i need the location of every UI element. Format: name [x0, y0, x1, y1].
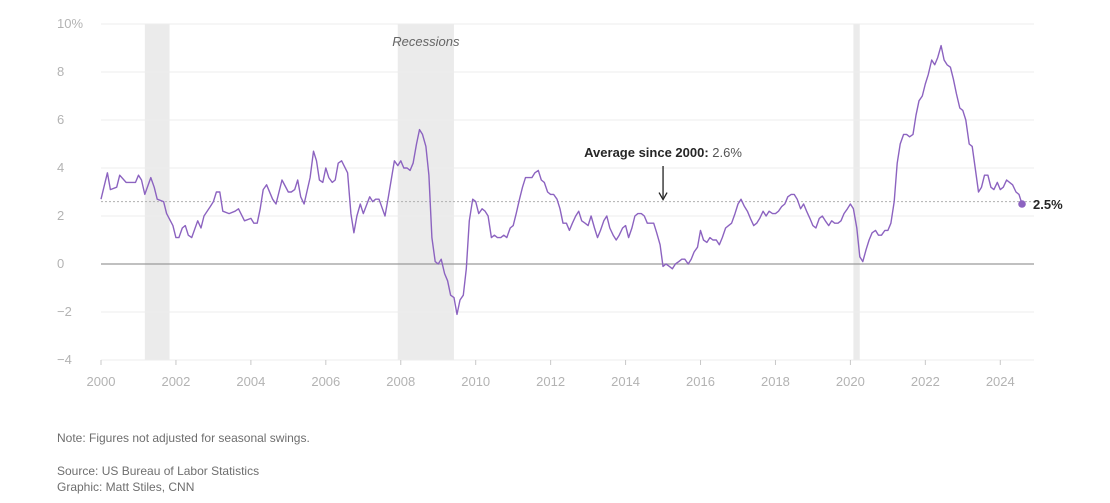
average-arrow-head: [658, 192, 668, 201]
gridlines: [101, 23, 1034, 361]
recession-band: [397, 24, 454, 360]
x-axis: 2000 2002 2004 2006 2008 2010 2012 2014 2016 2018…: [87, 360, 1015, 389]
latest-point-marker: [1018, 200, 1026, 208]
recession-band: [144, 24, 170, 360]
x-tick-label: 2024: [986, 374, 1015, 389]
footer-source: Source: US Bureau of Labor Statistics: [57, 464, 260, 478]
x-tick-label: 2004: [236, 374, 265, 389]
x-tick-label: 2008: [386, 374, 415, 389]
x-tick-label: 2016: [686, 374, 715, 389]
x-tick-label: 2006: [311, 374, 340, 389]
x-tick-label: 2014: [611, 374, 640, 389]
x-tick-label: 2002: [161, 374, 190, 389]
x-tick-label: 2020: [836, 374, 865, 389]
y-tick-label: 4: [57, 160, 64, 175]
cpi-series-line: [100, 44, 1023, 316]
x-tick-label: 2000: [87, 374, 116, 389]
y-tick-label: −4: [57, 352, 72, 367]
average-label: Average since 2000: 2.6%: [584, 145, 742, 160]
average-label-value: 2.6%: [712, 145, 742, 160]
x-tick-label: 2012: [536, 374, 565, 389]
x-tick-label: 2022: [911, 374, 940, 389]
recession-bands: [144, 24, 860, 360]
x-tick-label: 2018: [761, 374, 790, 389]
average-annotation: Average since 2000: 2.6%: [101, 145, 1034, 203]
x-tick-label: 2010: [461, 374, 490, 389]
footer-graphic: Graphic: Matt Stiles, CNN: [57, 480, 195, 494]
series-layer: 2.5%: [100, 44, 1063, 316]
y-tick-label: 8: [57, 64, 64, 79]
y-axis: 10% 8 6 4 2 0 −2 −4: [57, 16, 83, 367]
average-label-bold: Average since 2000:: [584, 145, 712, 160]
y-tick-label: 10%: [57, 16, 83, 31]
recession-band: [853, 24, 860, 360]
recessions-label: Recessions: [392, 34, 460, 49]
y-tick-label: 2: [57, 208, 64, 223]
y-tick-label: 6: [57, 112, 64, 127]
footer-note: Note: Figures not adjusted for seasonal …: [57, 431, 310, 445]
y-tick-label: −2: [57, 304, 72, 319]
inflation-line-chart: 10% 8 6 4 2 0 −2 −4 2000 2002 2004 2006 2008 2010 201…: [57, 16, 1063, 389]
y-tick-label: 0: [57, 256, 64, 271]
latest-value-label: 2.5%: [1033, 197, 1063, 212]
